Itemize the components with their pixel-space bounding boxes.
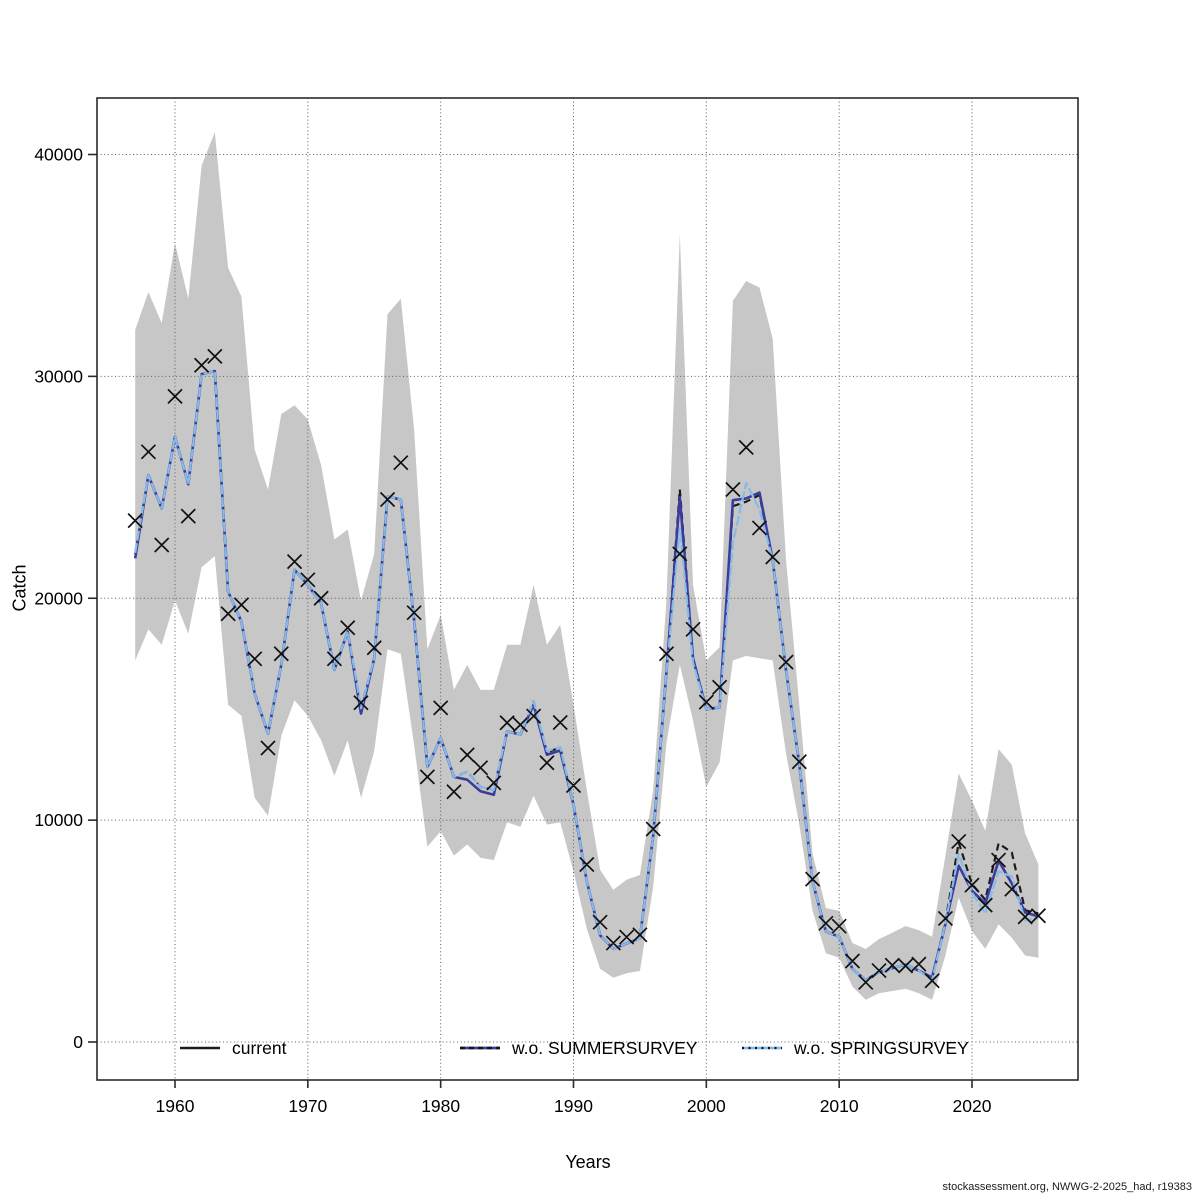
x-tick-label: 1970 bbox=[288, 1096, 327, 1116]
axis-ticks bbox=[88, 153, 973, 1088]
x-tick-label: 2020 bbox=[953, 1096, 992, 1116]
x-tick-label: 1980 bbox=[421, 1096, 460, 1116]
footer-source-text: stockassessment.org, NWWG-2-2025_had, r1… bbox=[942, 1181, 1192, 1193]
legend-label-wo-summersurvey: w.o. SUMMERSURVEY bbox=[512, 1037, 698, 1058]
legend-label-wo-springsurvey: w.o. SPRINGSURVEY bbox=[794, 1037, 969, 1058]
confidence-band bbox=[135, 132, 1039, 1000]
x-tick-label: 2000 bbox=[687, 1096, 726, 1116]
legend-item-current: current bbox=[178, 1036, 286, 1060]
legend-item-wo-springsurvey: w.o. SPRINGSURVEY bbox=[740, 1036, 969, 1060]
x-tick-label: 1990 bbox=[554, 1096, 593, 1116]
x-tick-labels: 1960 1970 1980 1990 2000 2010 2020 bbox=[156, 1096, 992, 1116]
gridlines bbox=[97, 98, 1078, 1080]
observed-catches bbox=[127, 348, 1047, 990]
legend-key-springsurvey-line bbox=[742, 1046, 782, 1050]
x-tick-label: 1960 bbox=[156, 1096, 195, 1116]
legend-item-wo-summersurvey: w.o. SUMMERSURVEY bbox=[458, 1036, 697, 1060]
y-tick-label: 20000 bbox=[34, 588, 83, 608]
y-axis-title: Catch bbox=[9, 564, 30, 612]
legend-label-current: current bbox=[232, 1037, 287, 1058]
legend-key-summersurvey-line bbox=[460, 1046, 500, 1050]
y-tick-label: 30000 bbox=[34, 366, 83, 386]
x-axis-title: Years bbox=[565, 1152, 611, 1172]
y-tick-label: 10000 bbox=[34, 810, 83, 830]
legend-key-current-line bbox=[180, 1046, 220, 1050]
y-tick-label: 40000 bbox=[34, 145, 83, 165]
plot-border bbox=[96, 97, 1079, 1081]
y-tick-label: 0 bbox=[73, 1032, 83, 1052]
x-tick-label: 2010 bbox=[820, 1096, 859, 1116]
y-tick-labels: 0 10000 20000 30000 40000 bbox=[34, 145, 83, 1053]
